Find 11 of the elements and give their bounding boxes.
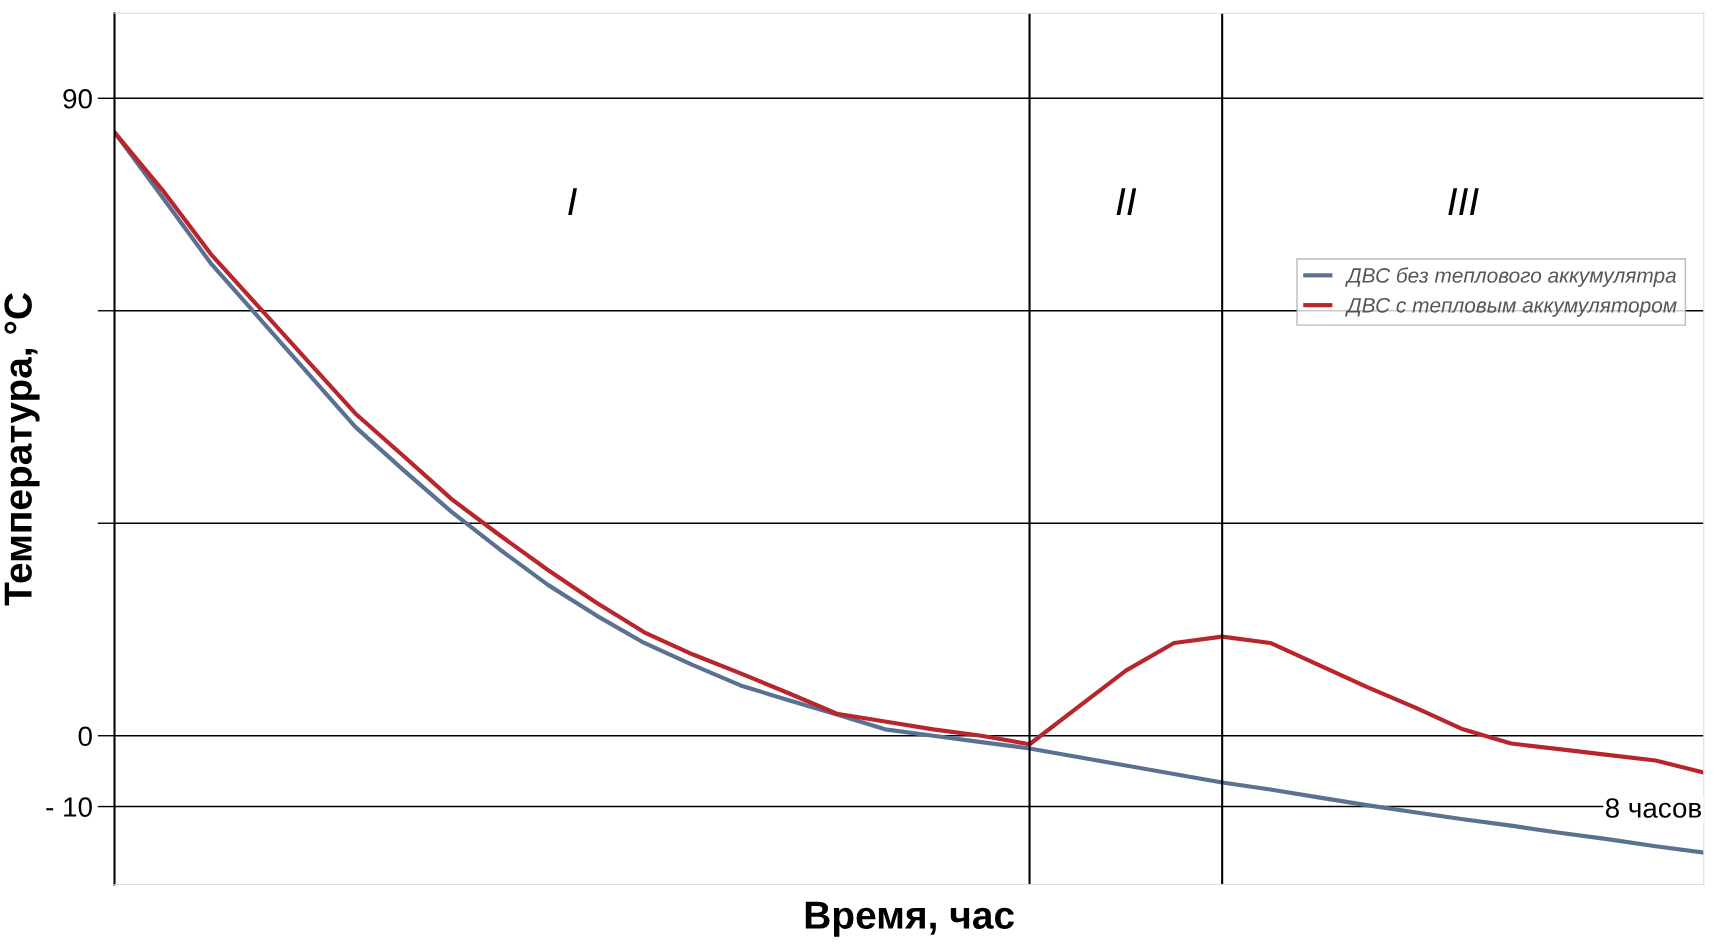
legend-label: ДВС с тепловым аккумулятором <box>1345 297 1677 317</box>
y-tick-label: 0 <box>78 726 92 747</box>
x-axis-title: Время, час <box>805 901 1014 937</box>
annotation: II <box>1116 188 1137 215</box>
y-axis-title: Температура, °С <box>4 292 40 606</box>
y-tick-label: 90 <box>63 88 92 109</box>
annotation: III <box>1448 188 1479 215</box>
annotation: I <box>568 188 577 215</box>
legend-label: ДВС без теплового аккумулятра <box>1345 267 1676 287</box>
annotation: 8 часов <box>1605 798 1701 818</box>
y-tick-label: - 10 <box>46 797 92 817</box>
